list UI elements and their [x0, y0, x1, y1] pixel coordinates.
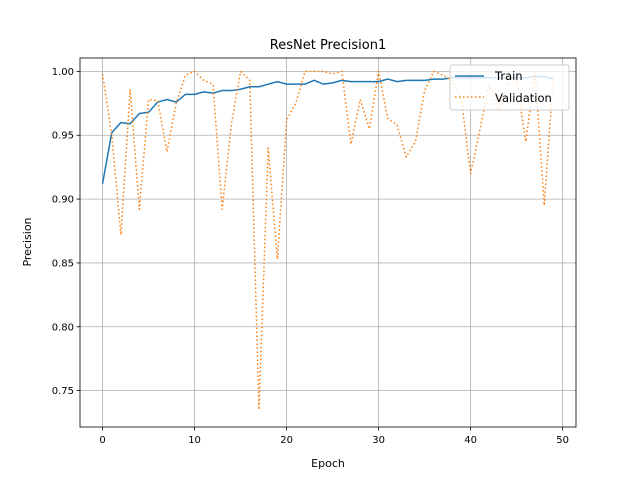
x-tick-label: 10 — [188, 435, 201, 446]
legend-label-validation: Validation — [495, 91, 552, 105]
x-tick-label: 30 — [372, 435, 385, 446]
x-tick-label: 50 — [556, 435, 569, 446]
y-tick-label: 1.00 — [52, 67, 74, 78]
y-tick-label: 0.75 — [52, 386, 74, 397]
plot-frame — [79, 57, 577, 428]
x-axis-label: Epoch — [311, 457, 345, 470]
legend-label-train: Train — [494, 69, 523, 83]
ticks: 0 10 20 30 40 50 0.75 0.80 0.85 0.90 0.95 1.00 — [52, 67, 569, 446]
y-tick-label: 0.80 — [52, 322, 74, 333]
chart-title: ResNet Precision1 — [270, 38, 386, 53]
x-tick-label: 0 — [99, 435, 105, 446]
y-tick-label: 0.85 — [52, 258, 74, 269]
y-tick-label: 0.95 — [52, 131, 74, 142]
y-tick-label: 0.90 — [52, 195, 74, 206]
grid — [80, 58, 576, 427]
x-tick-label: 40 — [464, 435, 477, 446]
legend: Train Validation — [449, 64, 570, 111]
x-tick-label: 20 — [280, 435, 293, 446]
y-axis-label: Precision — [21, 217, 34, 266]
